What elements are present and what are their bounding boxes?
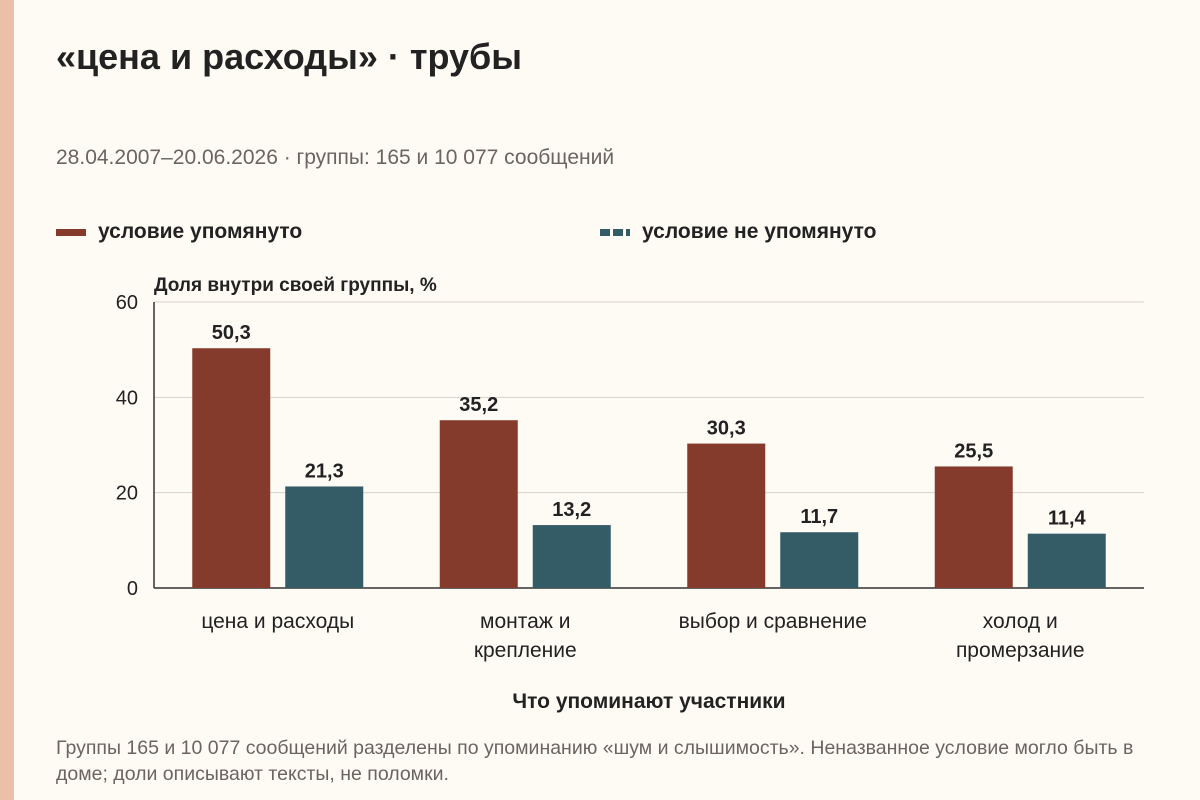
x-category-label: монтаж и [480,610,570,633]
bar-value-label: 30,3 [707,418,746,440]
legend-swatch-not-mentioned [600,228,630,236]
y-tick-label: 20 [116,483,138,505]
x-category-label: выбор и сравнение [679,610,867,633]
legend-label-not-mentioned: условие не упомянуто [642,220,877,243]
bar [439,420,518,588]
x-category-label: промерзание [956,639,1085,662]
bar [192,348,271,588]
bar [532,525,611,588]
bar-value-label: 25,5 [954,440,993,462]
bar-value-label: 13,2 [552,499,591,521]
bar [1027,533,1106,588]
bar-value-label: 11,4 [1048,508,1087,530]
chart-title: «цена и расходы» · трубы [56,36,523,77]
legend-item-not-mentioned: условие не упомянуто [600,218,876,246]
bar-value-label: 50,3 [212,322,251,344]
bar [780,532,859,588]
accent-strip [0,0,14,800]
bar [285,486,364,588]
bar-value-label: 21,3 [305,460,344,482]
y-tick-label: 0 [127,578,138,600]
x-category-label: крепление [474,639,577,662]
x-axis-title: Что упоминают участники [512,690,785,713]
legend-item-mentioned: условие упомянуто [56,218,302,246]
y-tick-label: 60 [116,292,138,314]
bar-value-label: 11,7 [800,506,838,528]
legend-label-mentioned: условие упомянуто [98,220,303,243]
bar-chart: 0 20 40 60 Доля внутри своей группы, % 50,3 21… [116,275,1144,713]
x-category-label: цена и расходы [201,610,354,633]
bar-value-label: 35,2 [459,394,498,416]
legend-swatch-mentioned [56,228,86,236]
x-category-label: холод и [983,610,1058,633]
footnote: Группы 165 и 10 077 сообщений разделены … [56,737,1134,785]
chart-subtitle: 28.04.2007–20.06.2026 · группы: 165 и 10… [56,146,615,169]
y-axis-title: Доля внутри своей группы, % [154,275,437,296]
bar [934,466,1013,588]
bar [687,443,766,588]
y-tick-label: 40 [116,387,138,409]
